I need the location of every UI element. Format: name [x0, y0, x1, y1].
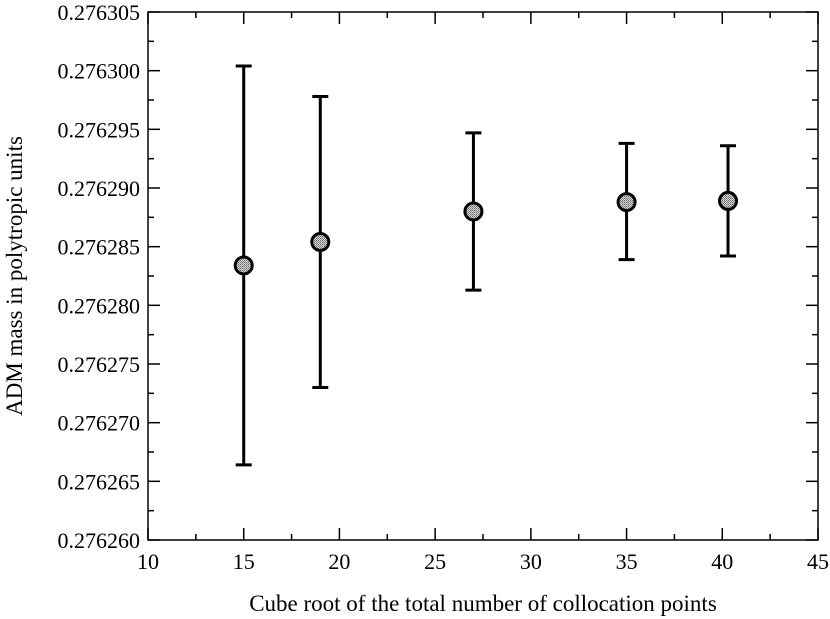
- x-tick-label: 35: [616, 549, 638, 574]
- axis-ticks: 10 15 20 25 30 35 40 45 0.276260 0.276265 0.276270…: [58, 0, 830, 574]
- y-axis-label: ADM mass in polytropic units: [2, 136, 27, 416]
- y-tick-label: 0.276300: [58, 59, 141, 84]
- x-axis-label: Cube root of the total number of colloca…: [249, 591, 717, 616]
- y-tick-label: 0.276265: [58, 469, 141, 494]
- y-tick-label: 0.276280: [58, 293, 141, 318]
- y-tick-label: 0.276270: [58, 411, 141, 436]
- y-tick-label: 0.276285: [58, 235, 141, 260]
- data-point: [463, 201, 484, 222]
- x-tick-label: 40: [711, 549, 733, 574]
- data-point: [310, 231, 331, 252]
- x-tick-label: 15: [233, 549, 255, 574]
- x-tick-label: 45: [807, 549, 829, 574]
- data-point: [718, 190, 739, 211]
- x-tick-label: 10: [137, 549, 159, 574]
- x-tick-label: 20: [328, 549, 350, 574]
- data-point: [616, 192, 637, 213]
- x-tick-label: 30: [520, 549, 542, 574]
- y-tick-label: 0.276275: [58, 352, 141, 377]
- error-bars: [235, 64, 737, 467]
- x-tick-label: 25: [424, 549, 446, 574]
- y-tick-label: 0.276295: [58, 117, 141, 142]
- data-markers: [233, 190, 739, 276]
- plot-frame: [147, 11, 819, 541]
- y-tick-label: 0.276290: [58, 176, 141, 201]
- y-tick-label: 0.276260: [58, 528, 141, 553]
- y-tick-label: 0.276305: [58, 0, 141, 25]
- data-point: [233, 255, 254, 276]
